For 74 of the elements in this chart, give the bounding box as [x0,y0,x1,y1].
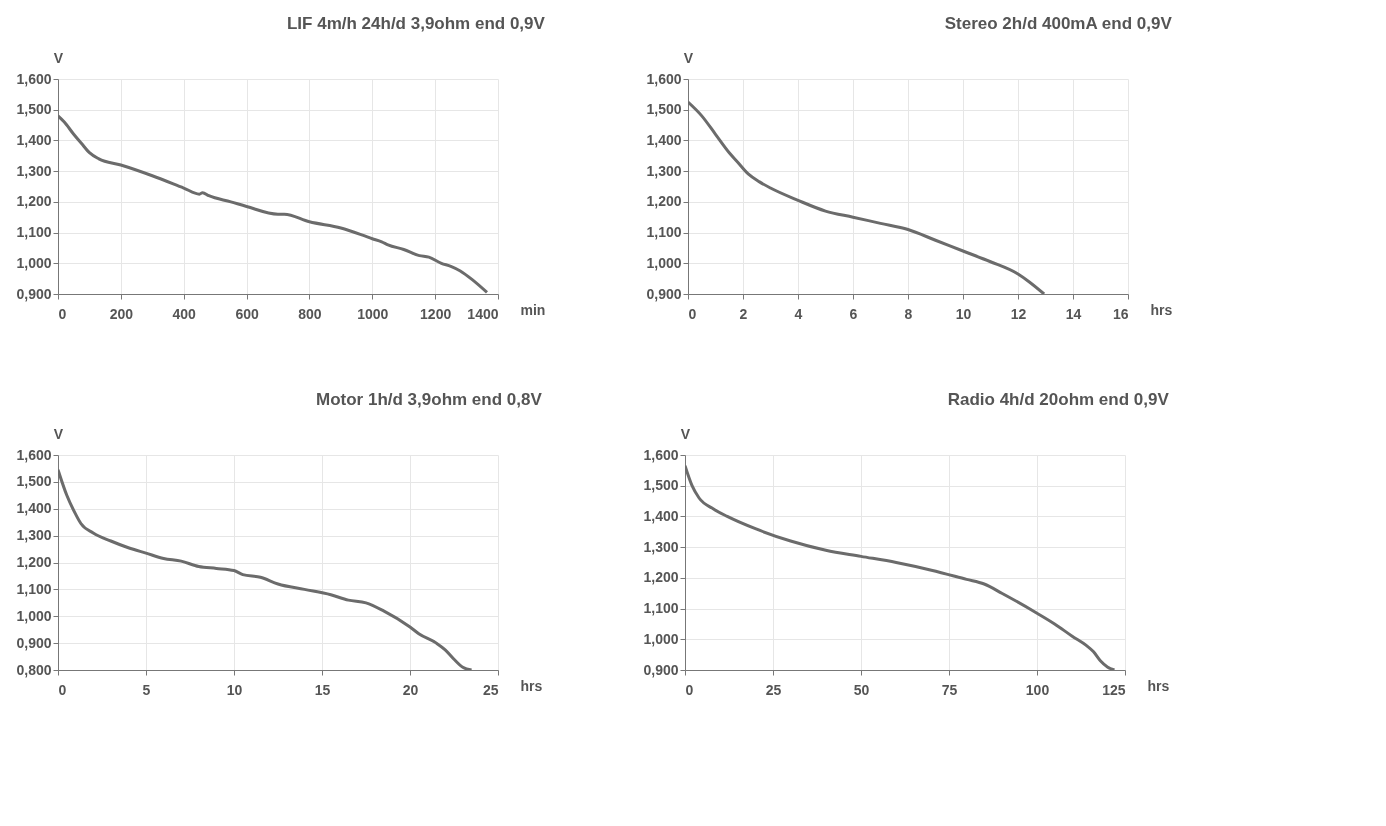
x-tick-label: 0 [685,681,694,698]
x-tick-label: 14 [1065,305,1082,322]
x-tick-label: 20 [402,681,419,698]
y-tick-label: 1,400 [646,131,682,148]
y-tick-label: 1,300 [16,162,52,179]
y-tick-label: 1,000 [646,254,682,271]
y-tick-label: 0,800 [16,661,52,678]
x-tick-label: 8 [904,305,913,322]
x-tick-label: 1400 [467,305,499,322]
x-tick-label: 0 [58,681,67,698]
x-tick-label: 75 [941,681,958,698]
x-axis-title: hrs [1147,677,1170,694]
chart-title: Radio 4h/d 20ohm end 0,9V [947,390,1170,409]
x-tick-label: 400 [172,305,197,322]
x-tick-label: 1000 [357,305,389,322]
y-tick-label: 1,300 [16,527,52,544]
y-tick-label: 1,200 [643,569,679,586]
y-tick-label: 1,100 [16,580,52,597]
y-tick-label: 0,900 [646,285,682,302]
x-tick-label: 0 [58,305,67,322]
y-tick-label: 1,400 [16,131,52,148]
x-tick-label: 10 [955,305,972,322]
y-tick-label: 0,900 [16,634,52,651]
x-tick-label: 200 [109,305,134,322]
y-tick-label: 1,100 [646,224,682,241]
x-tick-label: 10 [226,681,243,698]
y-axis-title: V [683,49,694,66]
chart-title: LIF 4m/h 24h/d 3,9ohm end 0,9V [286,14,546,33]
y-tick-label: 1,500 [643,477,679,494]
x-tick-label: 25 [765,681,782,698]
y-tick-label: 1,500 [646,101,682,118]
x-tick-label: 50 [853,681,870,698]
x-tick-label: 1200 [420,305,452,322]
y-tick-label: 1,000 [16,607,52,624]
x-tick-label: 5 [142,681,151,698]
y-tick-label: 1,600 [16,446,52,463]
x-tick-label: 600 [235,305,259,322]
x-axis-title: hrs [1150,301,1173,318]
x-tick-label: 25 [482,681,499,698]
x-tick-label: 100 [1025,681,1050,698]
x-tick-label: 800 [298,305,322,322]
y-axis-title: V [53,49,64,66]
y-axis-title: V [680,425,691,442]
x-axis-title: min [520,301,546,318]
y-tick-label: 1,500 [16,101,52,118]
x-tick-label: 125 [1102,681,1126,698]
x-tick-label: 4 [794,305,803,322]
y-tick-label: 1,200 [16,193,52,210]
x-tick-label: 0 [688,305,697,322]
y-tick-label: 1,100 [16,224,52,241]
x-tick-label: 16 [1112,305,1129,322]
y-tick-label: 0,900 [16,285,52,302]
x-tick-label: 6 [849,305,858,322]
y-tick-label: 1,200 [646,193,682,210]
y-tick-label: 1,200 [16,554,52,570]
y-tick-label: 1,300 [646,162,682,179]
chart-title: Motor 1h/d 3,9ohm end 0,8V [316,390,543,409]
y-tick-label: 1,400 [16,500,52,517]
y-tick-label: 1,000 [16,254,52,271]
y-tick-label: 1,500 [16,473,52,490]
x-axis-title: hrs [520,677,543,694]
y-tick-label: 1,100 [643,600,679,617]
y-tick-label: 1,600 [643,446,679,463]
y-tick-label: 1,000 [643,630,679,647]
x-tick-label: 2 [739,305,748,322]
y-axis-title: V [53,425,64,442]
chart-title: Stereo 2h/d 400mA end 0,9V [944,14,1173,33]
y-tick-label: 1,400 [643,507,679,524]
x-tick-label: 12 [1010,305,1027,322]
y-tick-label: 1,600 [16,70,52,87]
y-tick-label: 1,300 [643,538,679,555]
y-tick-label: 1,600 [646,70,682,87]
y-tick-label: 0,900 [643,661,679,678]
x-tick-label: 15 [314,681,331,698]
